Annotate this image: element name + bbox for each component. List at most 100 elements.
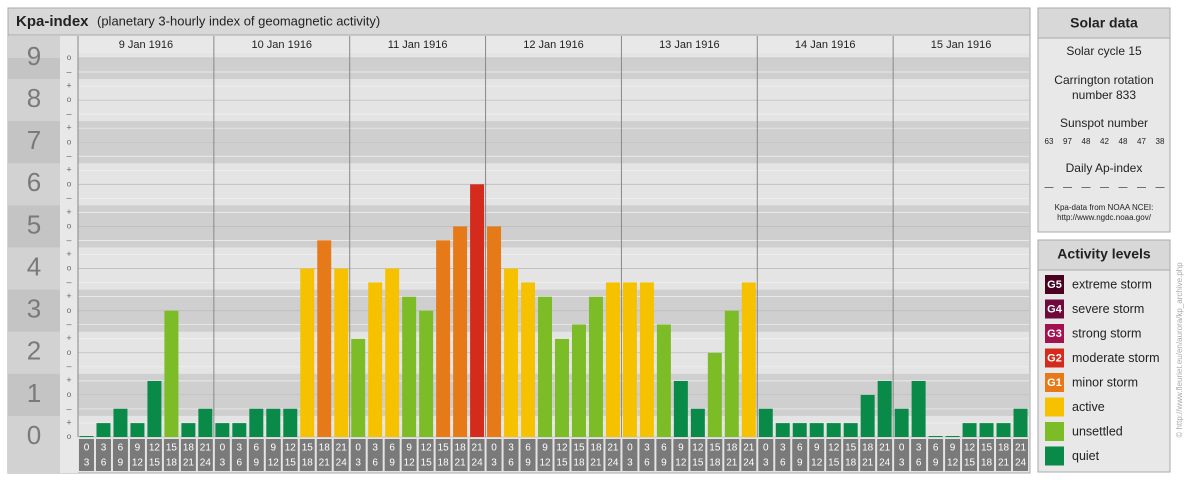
hour-label: 24 — [879, 458, 891, 469]
hour-box — [265, 439, 281, 471]
level-swatch — [1045, 275, 1064, 294]
chart-title: Kpa-index — [16, 13, 89, 30]
hour-label: 15 — [709, 443, 721, 454]
hour-label: 21 — [879, 443, 891, 454]
sunspot-title: Sunspot number — [1060, 116, 1148, 130]
hour-box — [877, 439, 893, 471]
sub-label: + — [66, 291, 71, 301]
levels-title: Activity levels — [1057, 246, 1151, 262]
y-tick-label: 8 — [27, 83, 41, 113]
hour-box — [486, 439, 502, 471]
hour-label: 18 — [573, 458, 585, 469]
hour-label: 18 — [455, 443, 467, 454]
kp-bar — [419, 310, 434, 437]
kp-bar — [504, 268, 519, 437]
sub-label: o — [67, 264, 72, 273]
kp-bar — [707, 352, 722, 437]
kp-bar — [232, 423, 247, 437]
hour-box — [537, 439, 553, 471]
hour-label: 15 — [302, 443, 314, 454]
kp-bar — [962, 423, 977, 437]
kp-bar — [622, 282, 637, 437]
kp-bar — [300, 268, 315, 437]
kp-bar — [215, 423, 230, 437]
hour-box — [367, 439, 383, 471]
kp-bar — [96, 423, 111, 437]
sub-label: – — [66, 193, 71, 203]
y-tick-label: 1 — [27, 378, 41, 408]
level-swatch — [1045, 397, 1064, 417]
hour-label: 18 — [183, 443, 195, 454]
hour-label: 21 — [862, 458, 874, 469]
hour-label: 9 — [406, 443, 412, 454]
hour-label: 6 — [389, 443, 395, 454]
hour-label: 15 — [149, 458, 161, 469]
hour-label: 9 — [254, 458, 260, 469]
solar-cycle: Solar cycle 15 — [1066, 44, 1142, 58]
hour-label: 9 — [814, 443, 820, 454]
ap-value: — — [1045, 181, 1054, 191]
band — [8, 205, 60, 248]
kp-bar — [453, 226, 468, 437]
hour-box — [843, 439, 859, 471]
level-label: active — [1072, 400, 1105, 414]
hour-label: 9 — [542, 443, 548, 454]
hour-box — [996, 439, 1012, 471]
hour-box — [656, 439, 672, 471]
sub-label-column — [60, 36, 78, 473]
hour-box — [79, 439, 94, 471]
kp-bar — [249, 408, 264, 437]
hour-label: 18 — [438, 458, 450, 469]
hour-label: 18 — [998, 443, 1010, 454]
kp-bar — [487, 226, 502, 437]
sunspot-value: 48 — [1082, 137, 1091, 146]
levels-header — [1037, 239, 1171, 271]
sunspot-value: 38 — [1156, 137, 1165, 146]
sub-label: – — [66, 403, 71, 413]
sub-label: + — [66, 207, 71, 217]
hour-box — [690, 439, 706, 471]
y-tick-label: 3 — [27, 294, 41, 324]
hour-label: 18 — [845, 458, 857, 469]
header — [7, 7, 1031, 36]
hour-label: 3 — [220, 458, 226, 469]
hour-label: 18 — [302, 458, 314, 469]
kp-bar — [758, 408, 773, 437]
sunspot-value: 63 — [1045, 137, 1054, 146]
hour-label: 6 — [661, 443, 667, 454]
sub-label: o — [67, 306, 72, 315]
kp-bar — [283, 408, 298, 437]
band — [8, 289, 60, 332]
hour-box — [469, 439, 485, 471]
hour-label: 6 — [780, 458, 786, 469]
kp-bar — [113, 408, 128, 437]
sub-label: – — [66, 151, 71, 161]
level-label: unsettled — [1072, 424, 1123, 438]
y-tick-label: 9 — [27, 41, 41, 71]
level-swatch — [1045, 348, 1064, 368]
hour-box — [707, 439, 723, 471]
hour-box — [894, 439, 910, 471]
hour-label: 0 — [763, 443, 769, 454]
level-swatch — [1045, 324, 1064, 343]
y-tick-label: 5 — [27, 209, 41, 239]
hour-label: 3 — [916, 443, 922, 454]
sub-label: + — [66, 417, 71, 427]
hour-label: 12 — [947, 458, 959, 469]
kp-bar — [996, 423, 1011, 437]
level-label: strong storm — [1072, 326, 1141, 340]
hour-label: 24 — [200, 458, 212, 469]
hour-label: 6 — [916, 458, 922, 469]
sunspot-value: 48 — [1119, 137, 1128, 146]
hour-box — [384, 439, 400, 471]
y-tick-label: 7 — [27, 125, 41, 155]
band — [8, 58, 60, 80]
sub-label: – — [66, 361, 71, 371]
sub-label: + — [66, 165, 71, 175]
sub-label: + — [66, 375, 71, 385]
level-swatch — [1045, 446, 1064, 466]
hour-label: 6 — [525, 443, 531, 454]
hour-box — [214, 439, 230, 471]
sunspot-value: 42 — [1100, 137, 1109, 146]
